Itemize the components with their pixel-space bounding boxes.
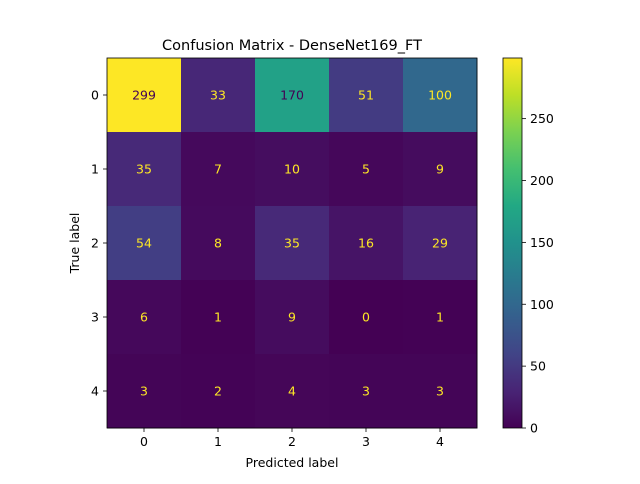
heatmap-cell xyxy=(181,206,256,281)
colorbar-tick-label: 50 xyxy=(530,359,546,374)
cell-value-label: 3 xyxy=(362,384,370,399)
heatmap-cell xyxy=(255,280,330,355)
x-tick-label: 3 xyxy=(362,434,370,449)
heatmap-cell xyxy=(255,206,330,281)
heatmap-cell xyxy=(107,206,182,281)
heatmap-cell xyxy=(329,132,404,207)
heatmap-cell xyxy=(181,58,256,133)
heatmap-cell xyxy=(403,354,478,429)
cell-value-label: 33 xyxy=(210,88,226,103)
heatmap-cell xyxy=(255,132,330,207)
cell-value-label: 3 xyxy=(140,384,148,399)
heatmap-cell xyxy=(181,280,256,355)
colorbar-tick-label: 200 xyxy=(530,173,554,188)
x-tick-label: 0 xyxy=(140,434,148,449)
cell-value-label: 1 xyxy=(214,310,222,325)
heatmap-cell xyxy=(403,132,478,207)
y-tick-label: 2 xyxy=(91,236,99,251)
heatmap-cell xyxy=(181,354,256,429)
cell-value-label: 29 xyxy=(432,236,448,251)
y-tick-label: 3 xyxy=(91,310,99,325)
cell-value-label: 9 xyxy=(288,310,296,325)
x-axis-label: Predicted label xyxy=(246,455,339,470)
heatmap-cells xyxy=(107,58,478,429)
cell-value-label: 0 xyxy=(362,310,370,325)
heatmap-cell xyxy=(107,132,182,207)
heatmap-cell xyxy=(329,206,404,281)
cell-value-label: 35 xyxy=(136,162,152,177)
x-tick-label: 4 xyxy=(436,434,444,449)
heatmap-cell xyxy=(107,280,182,355)
colorbar-tick-label: 0 xyxy=(530,421,538,436)
cell-value-label: 1 xyxy=(436,310,444,325)
cell-value-label: 51 xyxy=(358,88,374,103)
y-axis: 0 1 2 3 4 xyxy=(91,88,107,399)
colorbar: 0 50 100 150 200 250 xyxy=(502,57,554,436)
heatmap-cell xyxy=(181,132,256,207)
heatmap-cell xyxy=(329,354,404,429)
cell-value-label: 7 xyxy=(214,162,222,177)
chart-title: Confusion Matrix - DenseNet169_FT xyxy=(162,38,422,54)
heatmap-cell xyxy=(403,58,478,133)
cell-value-label: 54 xyxy=(136,236,152,251)
heatmap-cell xyxy=(329,58,404,133)
colorbar-tick-label: 150 xyxy=(530,235,554,250)
x-axis: 0 1 2 3 4 xyxy=(140,428,444,449)
colorbar-tick-label: 250 xyxy=(530,111,554,126)
colorbar-ticks: 0 50 100 150 200 250 xyxy=(522,111,554,436)
cell-value-label: 9 xyxy=(436,162,444,177)
y-tick-label: 4 xyxy=(91,384,99,399)
heatmap-cell xyxy=(329,280,404,355)
cell-value-label: 4 xyxy=(288,384,296,399)
cell-value-label: 16 xyxy=(358,236,374,251)
heatmap-cell xyxy=(255,354,330,429)
y-axis-label: True label xyxy=(67,213,82,275)
heatmap-cell xyxy=(255,58,330,133)
heatmap-cell xyxy=(403,206,478,281)
cell-value-label: 35 xyxy=(284,236,300,251)
y-tick-label: 1 xyxy=(91,162,99,177)
cell-value-label: 170 xyxy=(280,88,304,103)
colorbar-gradient xyxy=(503,58,522,428)
heatmap-cell xyxy=(107,58,182,133)
cell-value-label: 299 xyxy=(132,88,156,103)
cell-value-label: 100 xyxy=(428,88,452,103)
cell-value-label: 8 xyxy=(214,236,222,251)
colorbar-frame xyxy=(502,57,523,429)
cell-value-label: 10 xyxy=(284,162,300,177)
heatmap-cell xyxy=(107,354,182,429)
cell-value-label: 2 xyxy=(214,384,222,399)
x-tick-label: 1 xyxy=(214,434,222,449)
y-tick-label: 0 xyxy=(91,88,99,103)
cell-value-label: 5 xyxy=(362,162,370,177)
heatmap-cell xyxy=(403,280,478,355)
cell-value-label: 6 xyxy=(140,310,148,325)
colorbar-tick-label: 100 xyxy=(530,297,554,312)
x-tick-label: 2 xyxy=(288,434,296,449)
cell-value-label: 3 xyxy=(436,384,444,399)
